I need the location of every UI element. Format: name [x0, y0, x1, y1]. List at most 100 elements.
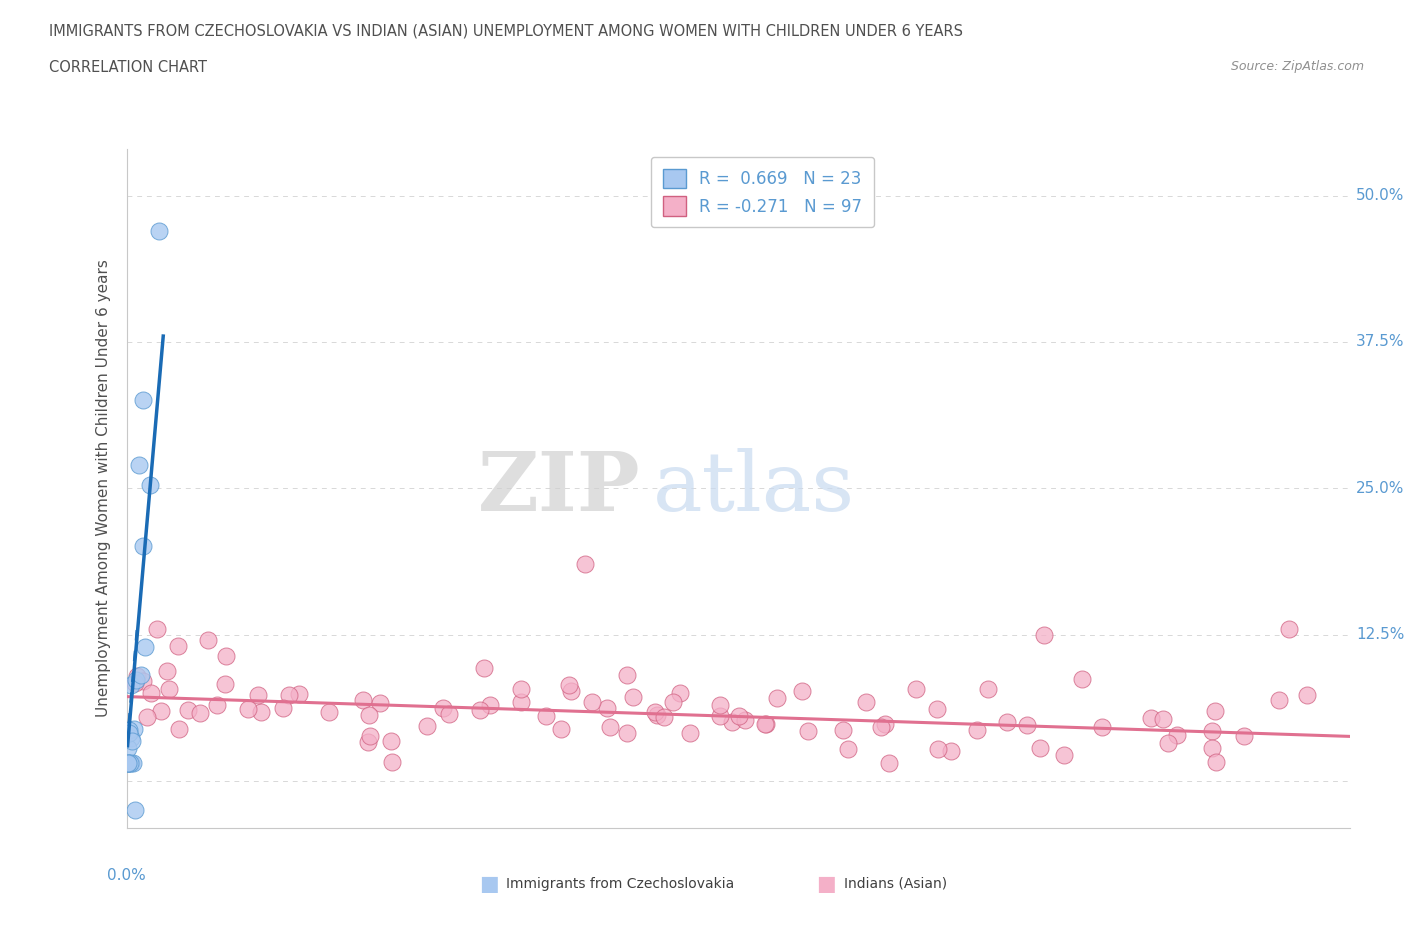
Text: ZIP: ZIP [478, 448, 640, 528]
Point [468, 703, 491, 718]
Point [148, 223, 170, 238]
Point [474, 660, 496, 675]
Point [357, 735, 380, 750]
Point [755, 717, 778, 732]
Point [381, 754, 404, 769]
Point [709, 709, 731, 724]
Point [1071, 671, 1094, 686]
Point [668, 685, 690, 700]
Point [1233, 728, 1256, 743]
Point [197, 633, 219, 648]
Point [117, 756, 139, 771]
Point [1296, 688, 1319, 703]
Point [135, 710, 157, 724]
Point [432, 700, 454, 715]
Point [437, 707, 460, 722]
Point [1091, 719, 1114, 734]
Point [1053, 747, 1076, 762]
Point [995, 715, 1018, 730]
Point [478, 698, 501, 712]
Point [214, 677, 236, 692]
Point [370, 695, 392, 710]
Point [167, 721, 190, 736]
Point [120, 731, 142, 746]
Point [509, 682, 531, 697]
Point [117, 756, 139, 771]
Point [132, 538, 155, 553]
Point [118, 723, 141, 737]
Text: ■: ■ [479, 873, 506, 894]
Point [796, 724, 818, 738]
Point [128, 458, 150, 472]
Point [599, 719, 621, 734]
Point [129, 668, 152, 683]
Point [134, 639, 156, 654]
Point [977, 682, 1000, 697]
Point [352, 692, 374, 707]
Point [870, 720, 893, 735]
Point [873, 717, 896, 732]
Point [1033, 627, 1056, 642]
Point [415, 718, 437, 733]
Point [215, 649, 238, 664]
Point [176, 703, 198, 718]
Point [117, 756, 139, 771]
Point [574, 557, 596, 572]
Text: 12.5%: 12.5% [1355, 627, 1405, 642]
Point [509, 695, 531, 710]
Point [277, 687, 299, 702]
Text: ■: ■ [817, 873, 844, 894]
Point [236, 702, 259, 717]
Text: 50.0%: 50.0% [1355, 188, 1405, 203]
Text: 0.0%: 0.0% [107, 869, 146, 883]
Point [1166, 727, 1188, 742]
Text: 37.5%: 37.5% [1355, 335, 1405, 350]
Text: Source: ZipAtlas.com: Source: ZipAtlas.com [1230, 60, 1364, 73]
Point [156, 664, 179, 679]
Point [734, 712, 756, 727]
Text: atlas: atlas [652, 448, 855, 528]
Point [621, 690, 644, 705]
Point [247, 687, 270, 702]
Point [581, 694, 603, 709]
Point [966, 723, 988, 737]
Point [124, 675, 146, 690]
Point [1201, 724, 1223, 738]
Point [837, 741, 859, 756]
Point [139, 685, 162, 700]
Point [616, 668, 638, 683]
Point [754, 716, 776, 731]
Point [1028, 740, 1050, 755]
Point [166, 639, 188, 654]
Point [205, 698, 228, 712]
Point [120, 756, 142, 771]
Point [288, 687, 311, 702]
Point [1017, 718, 1039, 733]
Point [117, 725, 139, 740]
Point [120, 756, 142, 771]
Point [120, 678, 142, 693]
Point [558, 678, 581, 693]
Point [117, 740, 139, 755]
Point [831, 723, 853, 737]
Point [927, 701, 949, 716]
Point [721, 714, 744, 729]
Point [1140, 711, 1163, 725]
Point [877, 755, 900, 770]
Point [1201, 741, 1223, 756]
Point [188, 706, 211, 721]
Point [271, 700, 294, 715]
Point [662, 695, 685, 710]
Point [357, 708, 380, 723]
Point [124, 803, 146, 817]
Text: 25.0%: 25.0% [1355, 481, 1405, 496]
Point [1157, 736, 1180, 751]
Point [1277, 621, 1299, 636]
Point [790, 684, 813, 698]
Point [728, 709, 751, 724]
Point [596, 700, 619, 715]
Point [318, 704, 340, 719]
Point [1268, 692, 1291, 707]
Point [652, 710, 675, 724]
Point [149, 703, 172, 718]
